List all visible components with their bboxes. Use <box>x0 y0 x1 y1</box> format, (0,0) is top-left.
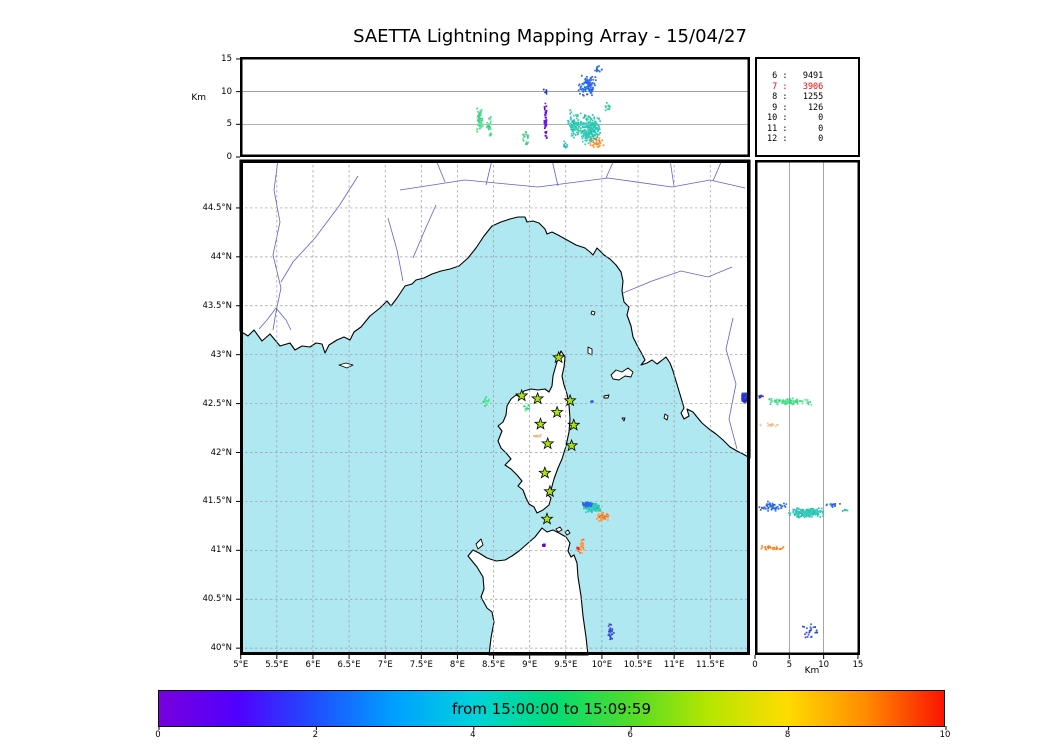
lon-tick-label: 7°E <box>377 660 393 670</box>
elba-island <box>610 367 634 381</box>
maddalena-islands <box>555 526 571 536</box>
lon-tick-label: 9°E <box>522 660 538 670</box>
mainland-coastline <box>239 159 751 459</box>
station-star-marker <box>540 512 554 525</box>
lon-tick-label: 9.5°E <box>554 660 578 670</box>
figure-title: SAETTA Lightning Mapping Array - 15/04/2… <box>353 26 747 47</box>
station-star-marker <box>538 466 552 479</box>
altitude-axis-ticks <box>236 58 240 158</box>
station-star-marker <box>567 418 581 431</box>
altitude-tick-label: 15 <box>221 53 232 64</box>
altitude-km-tick-label: 15 <box>852 660 864 670</box>
asinara-island <box>475 538 484 550</box>
station-star-marker <box>565 438 579 452</box>
lat-tick-label: 43°N <box>210 349 232 360</box>
panel-frame <box>755 160 860 655</box>
source-count-row: 10 : 0 <box>767 113 824 123</box>
time-colorbar: from 15:00:00 to 15:09:59 <box>158 690 945 727</box>
altitude-latitude-plot <box>754 160 860 659</box>
station-star-marker <box>552 350 566 364</box>
lat-tick-label: 43.5°N <box>202 300 232 311</box>
lightning-scatter-alt-lon <box>476 65 611 149</box>
lon-tick-label: 6°E <box>305 660 321 670</box>
lon-tick-label: 11°E <box>663 660 685 670</box>
altitude-longitude-panel <box>236 57 750 158</box>
lon-tick-label: 8°E <box>449 660 465 670</box>
lma-station-markers <box>515 350 581 525</box>
lat-tick-label: 40.5°N <box>202 594 232 605</box>
lat-tick-label: 41.5°N <box>202 496 232 507</box>
station-star-marker <box>541 436 555 450</box>
altitude-axis-unit-bottom: Km <box>804 666 820 676</box>
lon-tick-label: 11.5°E <box>695 660 725 670</box>
time-window-label: from 15:00:00 to 15:09:59 <box>451 699 651 718</box>
lon-tick-label: 5.5°E <box>265 660 289 670</box>
station-star-marker <box>515 388 529 402</box>
pianosa-island <box>603 394 610 399</box>
montecristo-island <box>621 417 626 422</box>
altitude-axis-ticks-bottom <box>754 655 859 659</box>
altitude-gridlines-vertical <box>788 160 824 655</box>
colorbar-ticks <box>158 726 947 730</box>
rivers <box>258 159 746 450</box>
altitude-tick-label: 5 <box>226 119 232 130</box>
altitude-tick-label: 0 <box>226 152 232 162</box>
lat-tick-label: 40°N <box>210 643 232 654</box>
lon-tick-label: 10.5°E <box>623 660 653 670</box>
lon-tick-label: 10°E <box>591 660 613 670</box>
station-star-marker <box>543 484 557 498</box>
map-plot <box>236 159 751 659</box>
altitude-km-tick-label: 0 <box>752 660 758 670</box>
source-count-row: 7 : 3906 <box>767 81 824 92</box>
lon-tick-label: 8.5°E <box>481 660 506 670</box>
source-count-rows: 6 : 9491 7 : 3906 8 : 1255 9 : 126 10 : 0… <box>757 59 858 145</box>
map-axis-ticks <box>236 207 711 659</box>
lat-tick-label: 42°N <box>210 447 232 458</box>
station-star-marker <box>550 405 564 419</box>
lon-tick-label: 6.5°E <box>337 660 361 670</box>
giglio-island <box>663 413 669 421</box>
sardinia-island <box>467 527 589 656</box>
source-count-panel: 6 : 9491 7 : 3906 8 : 1255 9 : 126 10 : 0… <box>755 57 860 157</box>
map-frame <box>240 160 750 655</box>
lat-tick-label: 41°N <box>210 545 232 556</box>
hyeres-islands <box>338 362 354 369</box>
source-count-row: 6 : 9491 <box>767 71 824 81</box>
source-count-row: 12 : 0 <box>767 134 824 144</box>
corsica-island <box>497 350 571 514</box>
landmasses <box>239 159 751 656</box>
station-star-marker <box>533 417 548 430</box>
map-panel <box>236 159 751 659</box>
capraia-island <box>587 346 593 356</box>
lightning-scatter-alt-lat <box>758 394 849 639</box>
altitude-longitude-plot <box>236 57 750 158</box>
altitude-gridlines <box>240 91 750 125</box>
source-count-row: 9 : 126 <box>767 102 824 113</box>
altitude-latitude-panel <box>754 160 860 659</box>
lat-tick-label: 42.5°N <box>202 398 232 409</box>
lat-tick-label: 44°N <box>210 251 232 262</box>
lat-tick-label: 44.5°N <box>202 202 232 213</box>
lon-tick-label: 7.5°E <box>409 660 433 670</box>
panel-frame <box>240 57 750 157</box>
source-count-row: 11 : 0 <box>767 123 824 134</box>
lon-tick-label: 5°E <box>233 660 249 670</box>
altitude-axis-unit: Km <box>191 93 206 103</box>
gorgona-island <box>590 310 596 316</box>
source-count-row: 8 : 1255 <box>767 92 824 102</box>
station-star-marker <box>530 391 545 405</box>
station-star-marker <box>563 393 577 407</box>
